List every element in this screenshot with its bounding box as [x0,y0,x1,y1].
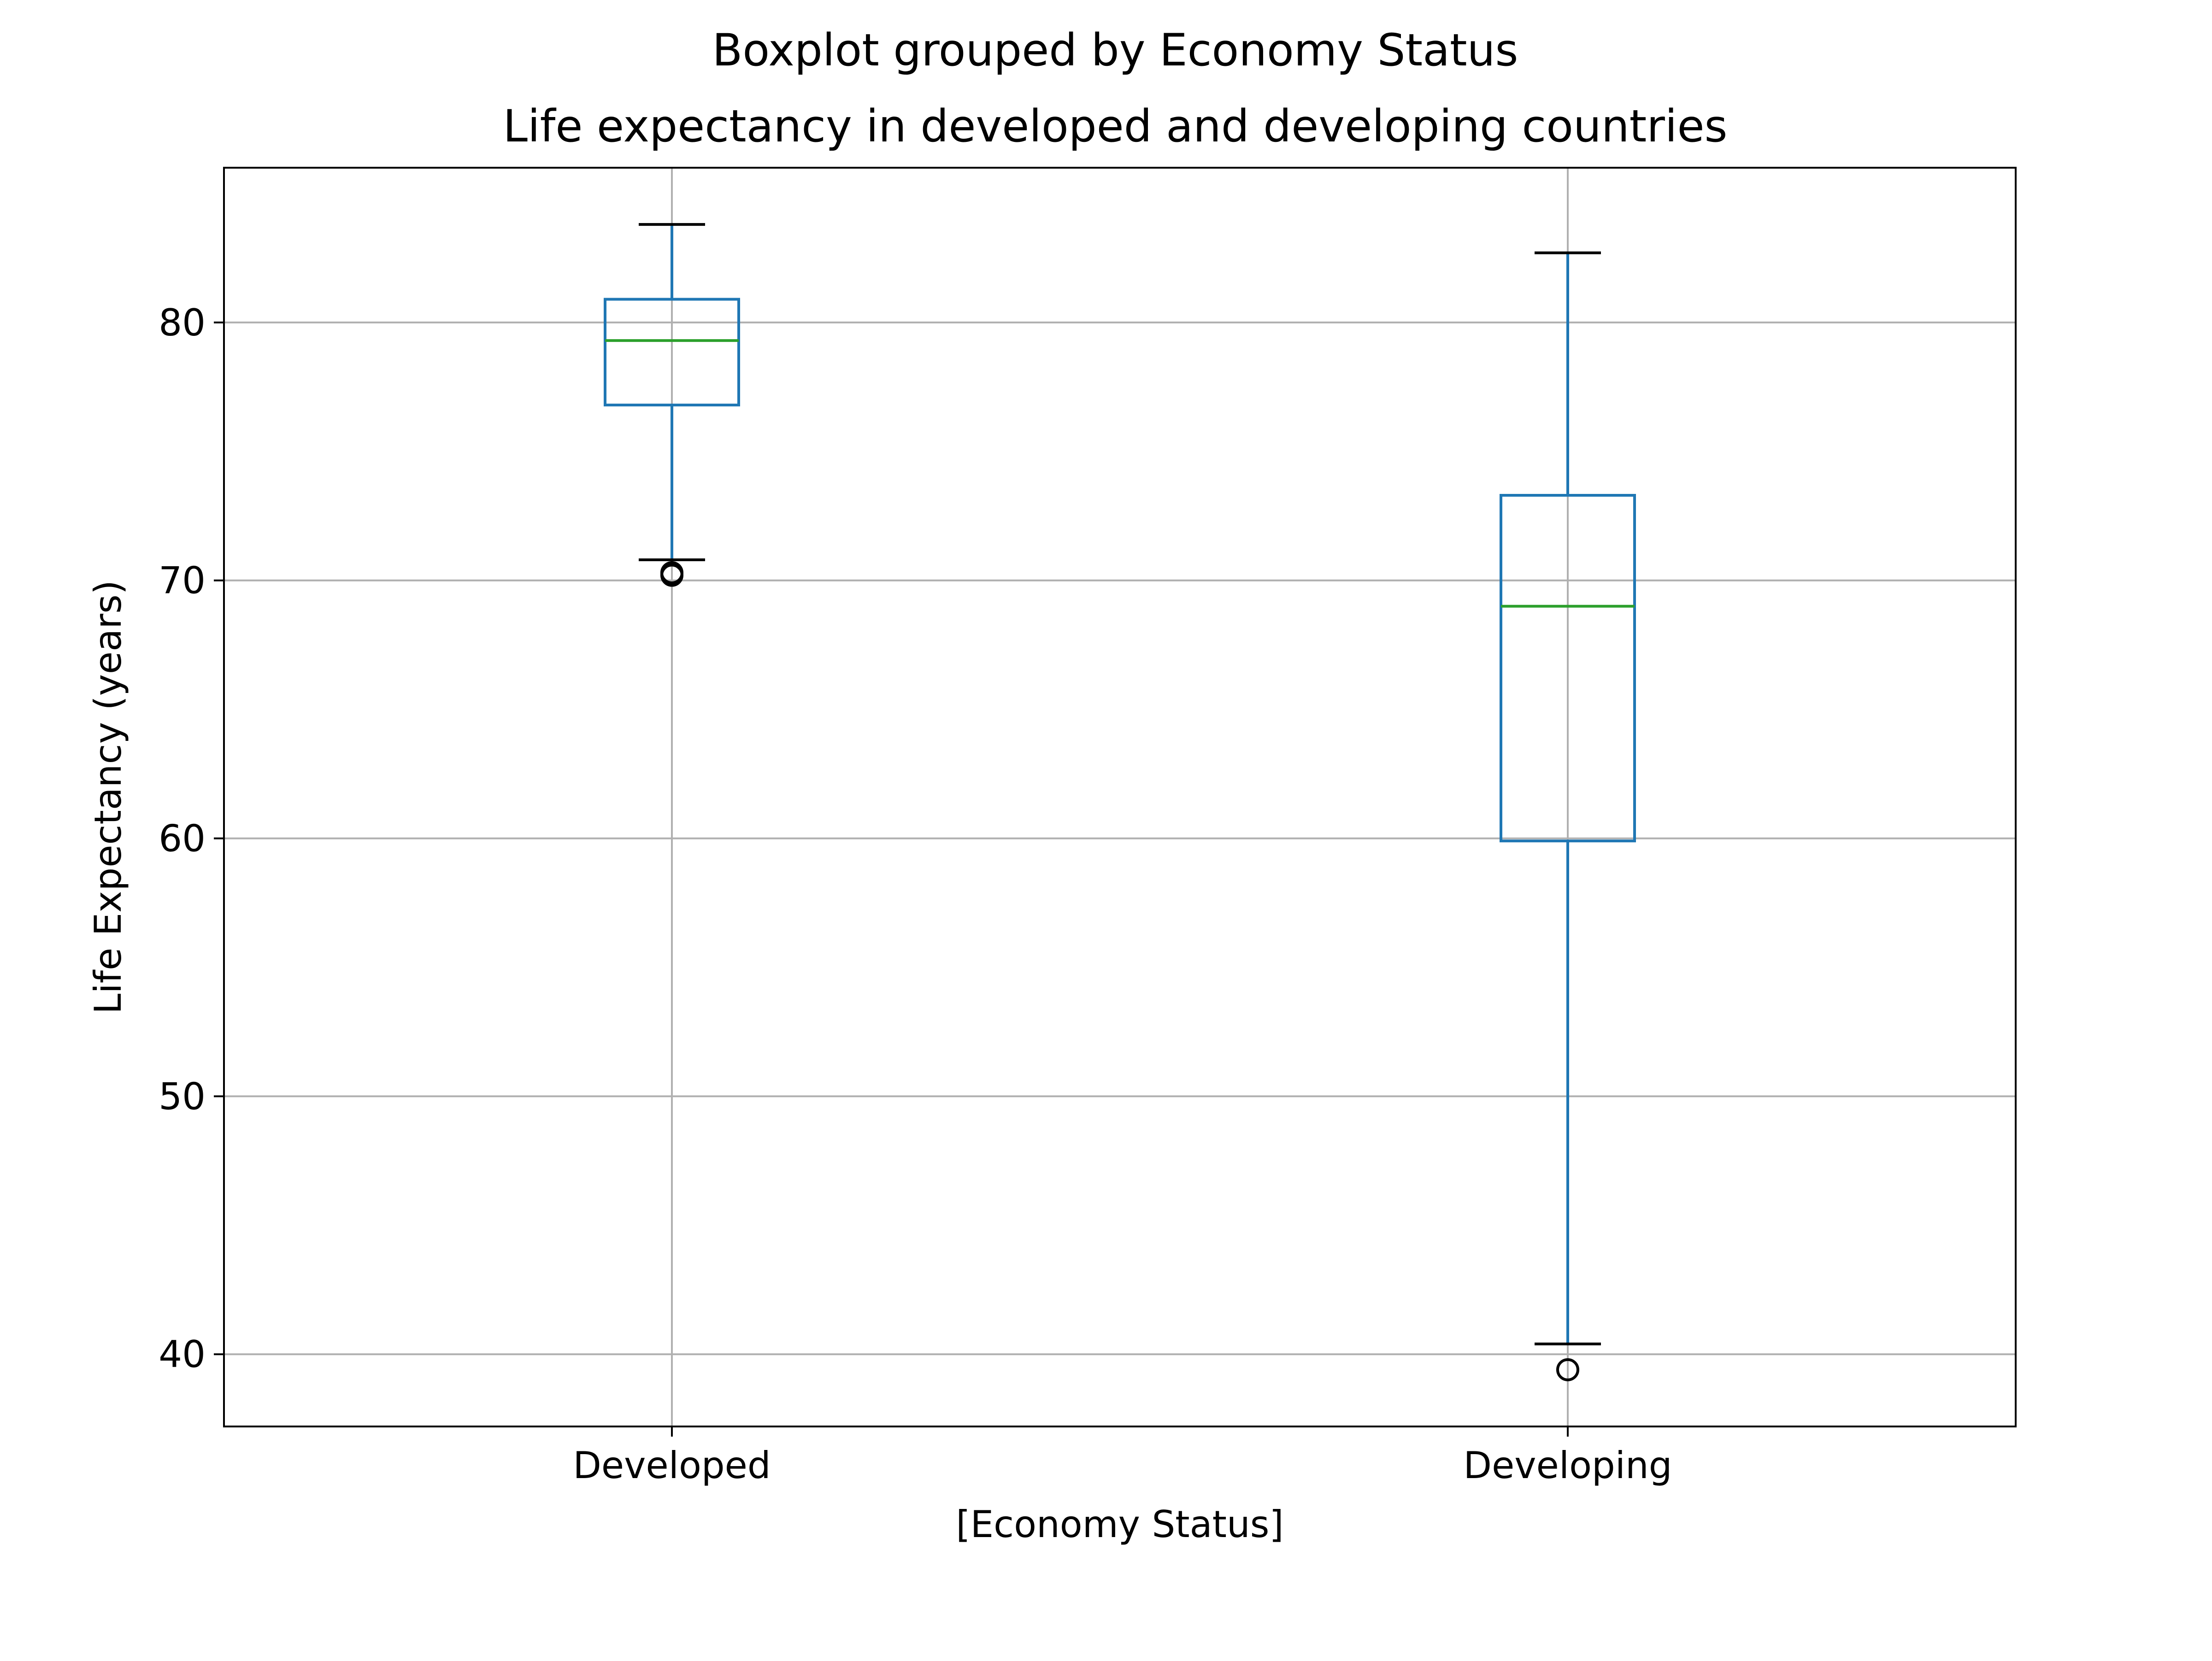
x-axis-label: [Economy Status] [956,1503,1283,1546]
x-tick-label: Developing [1463,1444,1672,1487]
iqr-box [604,298,740,407]
plot-frame [223,167,2017,1427]
y-tick-label: 60 [159,817,206,860]
y-tick-label: 80 [159,301,206,344]
chart-title: Life expectancy in developed and develop… [503,100,1727,152]
outlier-point [1556,1358,1579,1381]
box-layer [604,223,1636,1381]
y-tick-label: 40 [159,1333,206,1376]
outlier-point [660,563,683,587]
iqr-box [1500,493,1636,843]
x-tick-label: Developed [573,1444,771,1487]
y-tick-label: 70 [159,559,206,602]
chart-suptitle: Boxplot grouped by Economy Status [712,24,1518,76]
y-tick-label: 50 [159,1075,206,1118]
tick-layer: 40 50 60 70 80 Developed Developing [159,301,1672,1487]
y-axis-label: Life Expectancy (years) [87,580,129,1014]
grid-layer [224,168,2016,1426]
